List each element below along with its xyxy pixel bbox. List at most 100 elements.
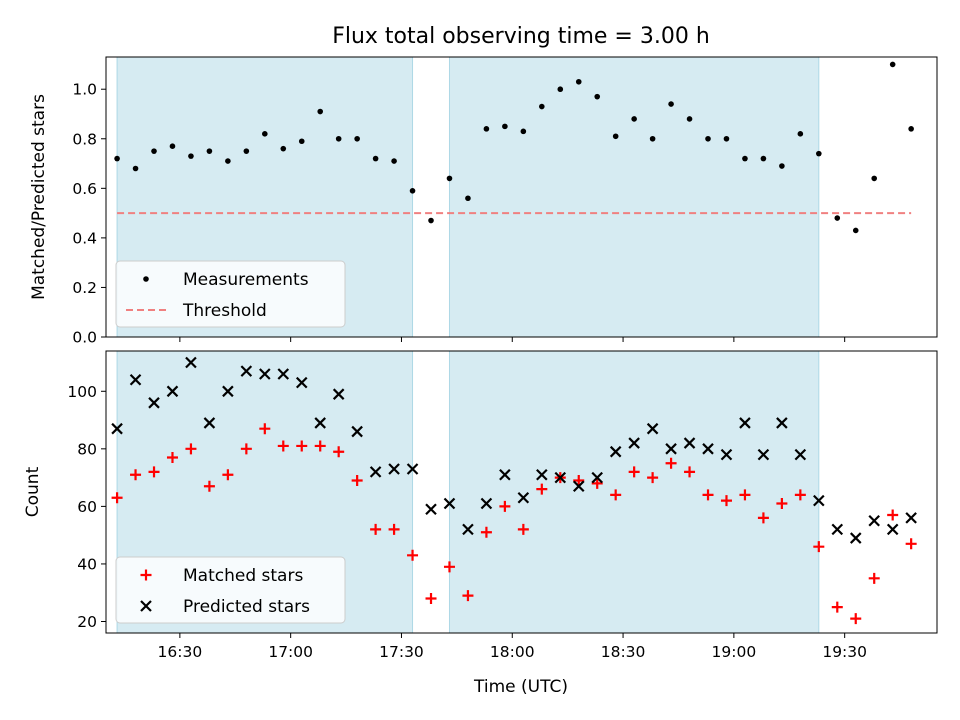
y-tick-label: 20 bbox=[77, 613, 97, 631]
legend-marker bbox=[140, 600, 152, 612]
plot-frame bbox=[105, 56, 938, 338]
chart-title: Flux total observing time = 3.00 h bbox=[332, 24, 710, 49]
data-point bbox=[760, 155, 767, 162]
data-point bbox=[222, 385, 234, 398]
data-point bbox=[779, 163, 785, 169]
data-point bbox=[277, 440, 289, 452]
y-tick-label: 60 bbox=[77, 498, 97, 516]
data-point bbox=[889, 61, 896, 68]
legend-label: Measurements bbox=[183, 270, 309, 290]
data-point bbox=[130, 469, 142, 481]
data-point bbox=[240, 443, 252, 455]
data-point bbox=[871, 175, 878, 182]
data-point bbox=[831, 601, 843, 613]
data-point bbox=[406, 463, 419, 475]
data-point bbox=[591, 477, 603, 489]
data-point bbox=[499, 468, 511, 481]
series-predicted-stars bbox=[111, 356, 917, 544]
data-point bbox=[483, 126, 490, 132]
y-tick-label: 0.0 bbox=[72, 329, 97, 347]
legend-marker bbox=[143, 276, 149, 282]
data-point bbox=[816, 150, 822, 157]
data-point bbox=[594, 93, 601, 100]
data-point bbox=[628, 466, 640, 478]
data-point bbox=[298, 138, 305, 145]
x-axis-label: Time (UTC) bbox=[473, 677, 568, 697]
data-point bbox=[631, 116, 637, 122]
highlight-region bbox=[449, 351, 819, 633]
data-point bbox=[720, 495, 732, 507]
data-point bbox=[702, 489, 714, 501]
data-point bbox=[813, 494, 825, 507]
y-tick-label: 40 bbox=[77, 555, 97, 573]
data-point bbox=[240, 365, 253, 377]
data-point bbox=[536, 483, 548, 495]
data-point bbox=[612, 133, 619, 140]
y-tick-label: 80 bbox=[77, 440, 97, 458]
data-point bbox=[610, 489, 622, 501]
y-axis-label: Matched/Predicted stars bbox=[29, 94, 49, 300]
data-point bbox=[702, 443, 714, 455]
data-point bbox=[720, 448, 733, 461]
data-point bbox=[647, 472, 659, 484]
data-point bbox=[206, 148, 213, 154]
data-point bbox=[443, 561, 455, 573]
data-point bbox=[333, 446, 345, 458]
data-point bbox=[465, 195, 471, 202]
x-tick-label: 16:30 bbox=[158, 643, 203, 661]
data-point bbox=[739, 417, 751, 429]
data-point bbox=[684, 466, 696, 478]
data-point bbox=[166, 451, 178, 463]
data-point bbox=[850, 613, 862, 625]
series-measurements bbox=[114, 61, 914, 234]
data-point bbox=[425, 592, 437, 604]
data-point bbox=[905, 512, 917, 524]
data-point bbox=[462, 523, 474, 536]
data-point bbox=[572, 480, 585, 493]
legend-label: Predicted stars bbox=[183, 597, 310, 617]
legend-marker bbox=[140, 569, 152, 581]
data-point bbox=[129, 373, 142, 386]
data-point bbox=[517, 523, 529, 535]
data-point bbox=[370, 523, 382, 535]
legend: Matched stars Predicted stars bbox=[115, 556, 346, 624]
x-tick-label: 18:00 bbox=[490, 643, 535, 661]
data-point bbox=[868, 514, 880, 527]
data-point bbox=[609, 445, 622, 458]
data-point bbox=[575, 78, 582, 85]
data-point bbox=[905, 538, 917, 550]
data-point bbox=[428, 217, 434, 224]
data-point bbox=[686, 116, 693, 122]
data-point bbox=[705, 135, 711, 142]
data-point bbox=[628, 437, 640, 449]
data-point bbox=[886, 523, 899, 536]
data-point bbox=[166, 385, 179, 398]
data-point bbox=[280, 145, 287, 152]
x-tick-label: 17:30 bbox=[379, 643, 424, 661]
data-point bbox=[203, 480, 215, 492]
plot-frame bbox=[105, 350, 938, 634]
data-point bbox=[314, 440, 326, 452]
data-point bbox=[591, 471, 603, 484]
highlight-region bbox=[449, 57, 819, 337]
data-point bbox=[203, 417, 216, 429]
data-point bbox=[369, 466, 382, 478]
legend-label: Matched stars bbox=[183, 566, 303, 586]
data-point bbox=[723, 135, 730, 142]
data-point bbox=[188, 153, 194, 159]
top-panel: 0.0 0.2 0.4 0.6 0.8 1.0 Matched/Predicted star… bbox=[29, 56, 938, 347]
data-point bbox=[683, 437, 696, 449]
data-point bbox=[852, 227, 859, 234]
data-point bbox=[409, 188, 416, 194]
data-point bbox=[443, 497, 456, 510]
data-point bbox=[354, 135, 360, 142]
data-point bbox=[520, 128, 527, 135]
data-point bbox=[185, 443, 197, 455]
data-point bbox=[296, 440, 308, 452]
data-point bbox=[222, 469, 234, 481]
y-tick-label: 100 bbox=[67, 383, 97, 401]
data-point bbox=[868, 572, 880, 584]
data-point bbox=[849, 532, 862, 544]
x-tick-label: 19:00 bbox=[712, 643, 757, 661]
